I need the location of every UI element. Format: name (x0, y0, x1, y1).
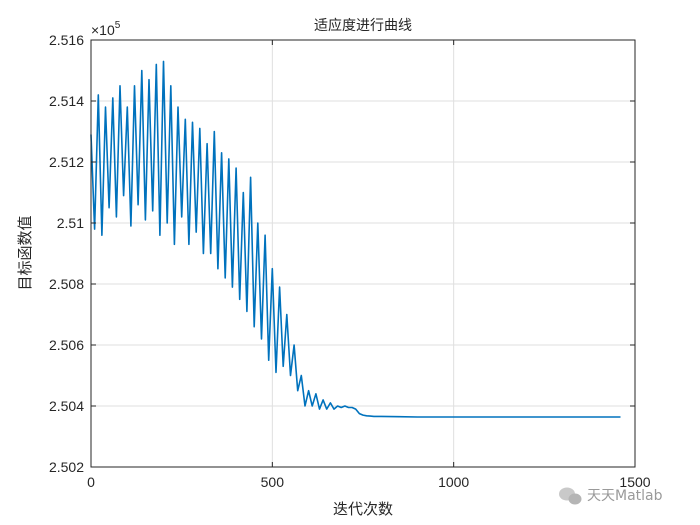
y-tick-label: 2.504 (49, 398, 84, 414)
y-tick-label: 2.51 (57, 215, 84, 231)
y-exponent-power: 5 (115, 20, 121, 31)
y-tick-label: 2.508 (49, 276, 84, 292)
x-tick-label: 500 (261, 474, 285, 490)
x-tick-labels: 0 500 1000 1500 (87, 474, 651, 490)
axes-box (90, 39, 636, 468)
y-tick-labels: 2.502 2.504 2.506 2.508 2.51 2.512 2.514 2.516 (49, 32, 84, 475)
y-tick-label: 2.516 (49, 32, 84, 48)
y-tick-label: 2.514 (49, 93, 84, 109)
y-axis-title: 目标函数值 (16, 215, 34, 290)
x-tick-label: 1500 (619, 474, 650, 490)
grid-lines (91, 40, 635, 467)
series-line (90, 60, 621, 418)
series-group (90, 60, 621, 418)
x-axis-title: 迭代次数 (333, 500, 393, 518)
plot-area (91, 40, 635, 467)
y-tick-label: 2.502 (49, 459, 84, 475)
y-exponent-label: ×105 (91, 20, 121, 38)
wechat-icon (559, 487, 582, 505)
x-tick-label: 0 (87, 474, 95, 490)
tick-marks (90, 39, 636, 468)
watermark: 天天Matlab (559, 487, 663, 505)
y-tick-label: 2.512 (49, 154, 84, 170)
y-tick-label: 2.506 (49, 337, 84, 353)
y-exponent-base: ×10 (91, 22, 115, 38)
chart-title: 适应度进行曲线 (314, 17, 412, 34)
x-tick-label: 1000 (438, 474, 469, 490)
watermark-text: 天天Matlab (587, 488, 663, 504)
